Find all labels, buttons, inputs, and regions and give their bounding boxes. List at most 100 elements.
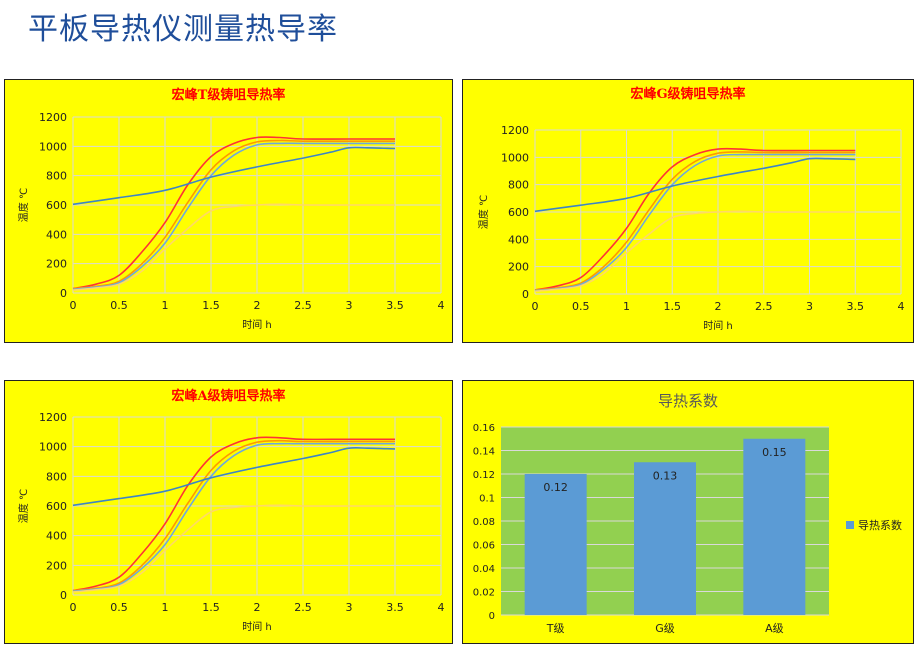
- y-tick-label: 0.12: [473, 470, 495, 481]
- y-tick-label: 1000: [39, 441, 67, 454]
- chart-panel-a-grade: 宏峰A级铸咀导热率 0 200 400 600 800 1000 1200 0 0.5 1 1.5 2 2…: [4, 380, 453, 644]
- y-tick-label: 0.14: [473, 447, 495, 458]
- x-tick-label: 2: [254, 299, 261, 312]
- series-line-5: [72, 146, 396, 206]
- x-tick-label: 0.5: [572, 300, 590, 313]
- x-tick-label: 1.5: [664, 300, 682, 313]
- y-tick-label: 1200: [39, 111, 67, 124]
- x-axis-label: 时间 h: [703, 319, 733, 332]
- bar-3: [743, 438, 806, 615]
- y-tick-label: 0.08: [473, 517, 495, 528]
- x-tick-label: 0: [532, 300, 539, 313]
- y-tick-label: 0.1: [479, 494, 495, 505]
- series-line-3: [72, 442, 395, 593]
- y-tick-label: 600: [46, 199, 67, 212]
- chart-title: 宏峰G级铸咀导热率: [630, 86, 745, 102]
- y-axis-label: 温度 ℃: [17, 489, 30, 523]
- x-tick-label: 1: [162, 299, 169, 312]
- y-tick-label: 0: [489, 611, 495, 622]
- x-tick-label: 2.5: [294, 601, 312, 614]
- x-tick-label: 2.5: [294, 299, 312, 312]
- x-tick-label: 3: [806, 300, 813, 313]
- series-line-3: [534, 153, 856, 292]
- chart-title: 宏峰T级铸咀导热率: [172, 87, 286, 103]
- x-tick-label: 3: [346, 601, 353, 614]
- x-category-label: T级: [546, 622, 565, 635]
- y-tick-label: 800: [46, 170, 67, 183]
- y-tick-label: 0.04: [473, 564, 495, 575]
- y-axis-label: 温度 ℃: [17, 188, 30, 222]
- x-tick-label: 2: [254, 601, 261, 614]
- y-tick-label: 200: [46, 258, 67, 271]
- x-tick-label: 0: [70, 299, 77, 312]
- x-tick-label: 3.5: [386, 299, 404, 312]
- page-title: 平板导热仪测量热导率: [28, 12, 338, 47]
- series-line-5: [534, 157, 856, 213]
- chart-title: 宏峰A级铸咀导热率: [171, 388, 285, 404]
- y-tick-label: 400: [46, 228, 67, 241]
- x-category-label: G级: [655, 622, 675, 635]
- y-tick-label: 0: [60, 589, 67, 602]
- legend-swatch: [846, 521, 854, 529]
- x-tick-label: 0: [70, 601, 77, 614]
- y-tick-label: 0.16: [473, 423, 495, 434]
- series-line-1: [534, 147, 856, 291]
- x-tick-label: 1: [623, 300, 630, 313]
- data-label: 0.12: [543, 481, 568, 494]
- x-tick-label: 1.5: [202, 299, 220, 312]
- x-tick-label: 3: [346, 299, 353, 312]
- series-line-4: [534, 210, 856, 293]
- y-tick-label: 200: [508, 261, 529, 274]
- y-tick-label: 200: [46, 559, 67, 572]
- x-tick-label: 3.5: [847, 300, 865, 313]
- x-tick-label: 2.5: [755, 300, 773, 313]
- y-tick-label: 400: [508, 233, 529, 246]
- legend-label: 导热系数: [858, 519, 902, 532]
- series-line-4: [72, 504, 395, 593]
- series-line-5: [72, 446, 396, 507]
- y-tick-label: 0: [522, 288, 529, 301]
- x-axis-label: 时间 h: [242, 318, 272, 331]
- x-tick-label: 4: [898, 300, 905, 313]
- x-tick-label: 2: [715, 300, 722, 313]
- x-tick-label: 4: [438, 299, 445, 312]
- y-tick-label: 1000: [501, 151, 529, 164]
- line-chart-svg: 宏峰T级铸咀导热率 0 200 400 600 800 1000 1200 0 0.5 1 1.5 2 2…: [17, 87, 445, 331]
- x-tick-label: 4: [438, 601, 445, 614]
- y-tick-label: 1200: [39, 411, 67, 424]
- y-axis-label: 温度 ℃: [477, 195, 490, 229]
- bar-chart-svg: 导热系数 0 0.02 0.04 0.06 0.08 0.1 0.12 0.14 0.16 0.12…: [473, 392, 902, 635]
- series-line-2: [72, 139, 395, 290]
- y-tick-label: 600: [46, 500, 67, 513]
- series-line-2: [72, 439, 395, 592]
- bar-1: [524, 474, 587, 615]
- chart-panel-g-grade: 宏峰G级铸咀导热率 0 200 400 600 800 1000 1200 0 0.5 1 1.5 2 2…: [462, 79, 914, 343]
- series-line-1: [72, 436, 395, 592]
- bar-2: [634, 462, 696, 615]
- y-tick-label: 600: [508, 206, 529, 219]
- chart-panel-conductivity-bar: 导热系数 0 0.02 0.04 0.06 0.08 0.1 0.12 0.14 0.16 0.12…: [462, 380, 914, 644]
- y-tick-label: 800: [508, 179, 529, 192]
- chart-panel-t-grade: 宏峰T级铸咀导热率 0 200 400 600 800 1000 1200 0 0.5 1 1.5 2 2…: [4, 79, 453, 343]
- x-tick-label: 3.5: [386, 601, 404, 614]
- x-axis-label: 时间 h: [242, 620, 272, 633]
- x-tick-label: 0.5: [110, 299, 128, 312]
- series-line-4: [72, 203, 395, 291]
- data-label: 0.15: [762, 446, 787, 459]
- chart-title: 导热系数: [658, 392, 718, 410]
- y-tick-label: 800: [46, 470, 67, 483]
- line-chart-svg: 宏峰A级铸咀导热率 0 200 400 600 800 1000 1200 0 0.5 1 1.5 2 2…: [17, 388, 445, 633]
- line-chart-svg: 宏峰G级铸咀导热率 0 200 400 600 800 1000 1200 0 0.5 1 1.5 2 2…: [477, 86, 905, 332]
- x-tick-label: 1.5: [202, 601, 220, 614]
- y-tick-label: 1200: [501, 124, 529, 137]
- x-category-label: A级: [765, 622, 784, 635]
- series-line-3: [72, 142, 395, 291]
- y-tick-label: 1000: [39, 140, 67, 153]
- data-label: 0.13: [653, 469, 678, 482]
- x-tick-label: 1: [162, 601, 169, 614]
- series-line-1: [72, 136, 395, 290]
- x-tick-label: 0.5: [110, 601, 128, 614]
- y-tick-label: 400: [46, 530, 67, 543]
- series-line-2: [534, 151, 856, 291]
- y-tick-label: 0.02: [473, 588, 495, 599]
